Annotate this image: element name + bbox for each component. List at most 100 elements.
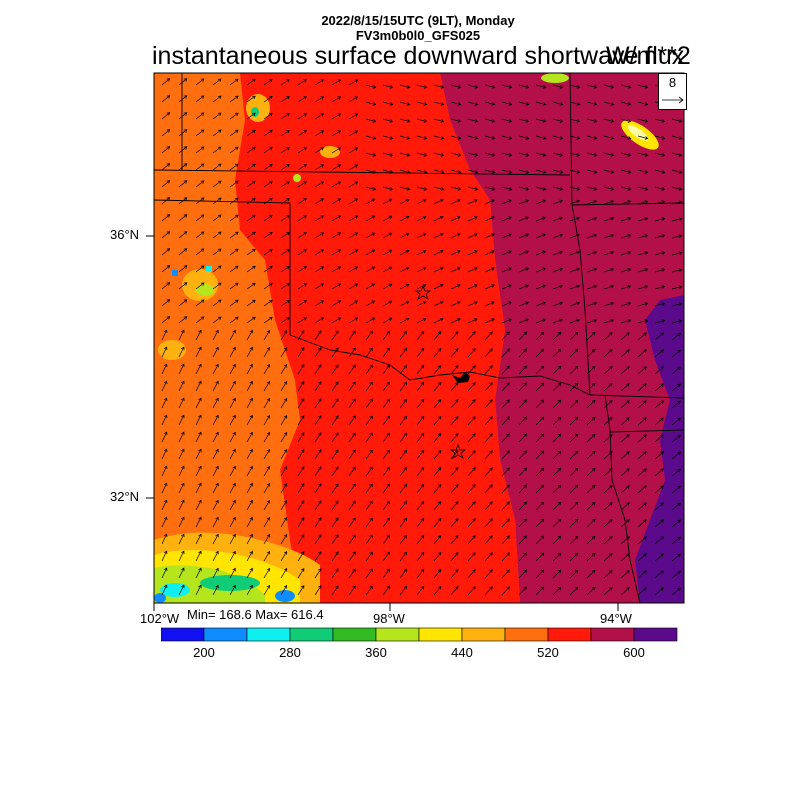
wind-arrow-head xyxy=(235,316,239,321)
wind-arrow-head xyxy=(644,200,649,204)
wind-arrow-head xyxy=(609,451,613,455)
wind-arrow-head xyxy=(627,136,632,140)
wind-arrow-head xyxy=(609,332,613,336)
wind-arrow xyxy=(586,200,597,205)
wind-arrow xyxy=(280,113,290,120)
wind-arrow xyxy=(195,265,205,273)
wind-arrow-head xyxy=(593,267,598,272)
wind-arrow-head xyxy=(301,381,305,385)
wind-arrow-head xyxy=(661,234,666,238)
wind-arrow-head xyxy=(181,482,185,487)
wind-arrow-head xyxy=(574,331,579,336)
wind-arrow xyxy=(671,587,681,596)
wind-arrow-head xyxy=(643,468,647,472)
wind-arrow xyxy=(637,468,647,477)
wind-arrow-head xyxy=(422,198,427,203)
wind-arrow xyxy=(569,118,580,122)
wind-arrow-head xyxy=(217,231,222,235)
wind-arrow xyxy=(433,552,442,562)
reference-arrow-icon xyxy=(662,96,684,104)
wind-arrow xyxy=(263,96,273,103)
wind-arrow xyxy=(297,317,307,324)
wind-arrow xyxy=(178,299,188,307)
wind-arrow-head xyxy=(252,180,256,185)
colorbar-tick-label: 520 xyxy=(537,645,559,660)
wind-arrow xyxy=(637,587,647,596)
wind-arrow-head xyxy=(403,500,408,505)
wind-arrow-head xyxy=(217,163,222,167)
wind-arrow xyxy=(399,500,407,511)
wind-arrow xyxy=(467,433,476,443)
wind-arrow-head xyxy=(420,568,425,573)
wind-arrow xyxy=(348,449,356,460)
wind-arrow xyxy=(467,569,476,579)
wind-arrow xyxy=(450,501,459,511)
wind-arrow xyxy=(450,135,461,139)
wind-arrow-head xyxy=(609,519,613,523)
wind-arrow xyxy=(280,232,290,239)
wind-arrow-head xyxy=(542,170,547,174)
wind-arrow-head xyxy=(491,318,495,322)
wind-arrow-head xyxy=(592,382,596,387)
wind-arrow xyxy=(365,283,375,290)
wind-arrow-head xyxy=(660,400,664,404)
wind-arrow-head xyxy=(403,517,408,522)
wind-arrow-head xyxy=(181,414,185,419)
wind-arrow xyxy=(620,451,630,460)
wind-arrow-head xyxy=(525,187,530,191)
wind-arrow-head xyxy=(439,199,444,203)
wind-arrow-head xyxy=(200,282,205,286)
wind-arrow xyxy=(229,197,239,205)
wind-arrow xyxy=(178,346,185,358)
wind-arrow-head xyxy=(369,551,373,556)
wind-arrow-head xyxy=(354,232,359,236)
wind-arrow xyxy=(399,551,407,562)
colorbar-swatch xyxy=(461,627,506,642)
wind-arrow-head xyxy=(660,366,664,370)
wind-arrow xyxy=(586,485,596,494)
wind-arrow-head xyxy=(440,85,445,89)
wind-arrow xyxy=(178,180,188,188)
wind-arrow xyxy=(433,586,442,596)
wind-arrow xyxy=(552,569,562,579)
wind-arrow xyxy=(314,347,322,358)
wind-arrow xyxy=(314,266,324,273)
wind-arrow-head xyxy=(200,299,205,303)
wind-arrow xyxy=(569,285,580,290)
wind-arrow-head xyxy=(610,199,615,204)
wind-arrow-head xyxy=(303,300,307,304)
wind-arrow xyxy=(280,517,287,528)
wind-arrow-head xyxy=(644,153,649,157)
wind-arrow xyxy=(569,268,580,273)
wind-arrow-head xyxy=(232,380,236,385)
wind-arrow-head xyxy=(559,102,564,106)
wind-arrow xyxy=(399,483,407,494)
wind-arrow-head xyxy=(183,231,188,235)
wind-arrow xyxy=(535,101,546,105)
wind-arrow-head xyxy=(472,569,476,573)
wind-arrow xyxy=(331,432,339,443)
wind-arrow-head xyxy=(661,302,666,306)
wind-arrow xyxy=(535,467,544,477)
wind-arrow-head xyxy=(337,283,342,287)
wind-arrow-head xyxy=(559,267,564,272)
wind-arrow xyxy=(518,365,527,375)
wind-arrow xyxy=(229,129,239,137)
plot-frame xyxy=(153,72,685,604)
wind-arrow xyxy=(603,285,614,290)
wind-arrow xyxy=(484,467,493,477)
wind-arrow xyxy=(518,399,527,409)
wind-arrow xyxy=(195,78,205,86)
wind-arrow xyxy=(535,234,546,239)
wind-arrow-head xyxy=(200,214,205,218)
wind-arrow-head xyxy=(200,265,205,269)
wind-arrow xyxy=(178,414,185,426)
wind-arrow xyxy=(246,432,253,443)
wind-arrow-head xyxy=(249,346,253,351)
wind-arrow xyxy=(433,118,444,122)
wind-arrow xyxy=(348,330,356,341)
wind-arrow-head xyxy=(386,347,390,352)
wind-arrow xyxy=(603,502,613,511)
wind-arrow xyxy=(348,585,356,596)
wind-arrow-head xyxy=(249,584,253,589)
